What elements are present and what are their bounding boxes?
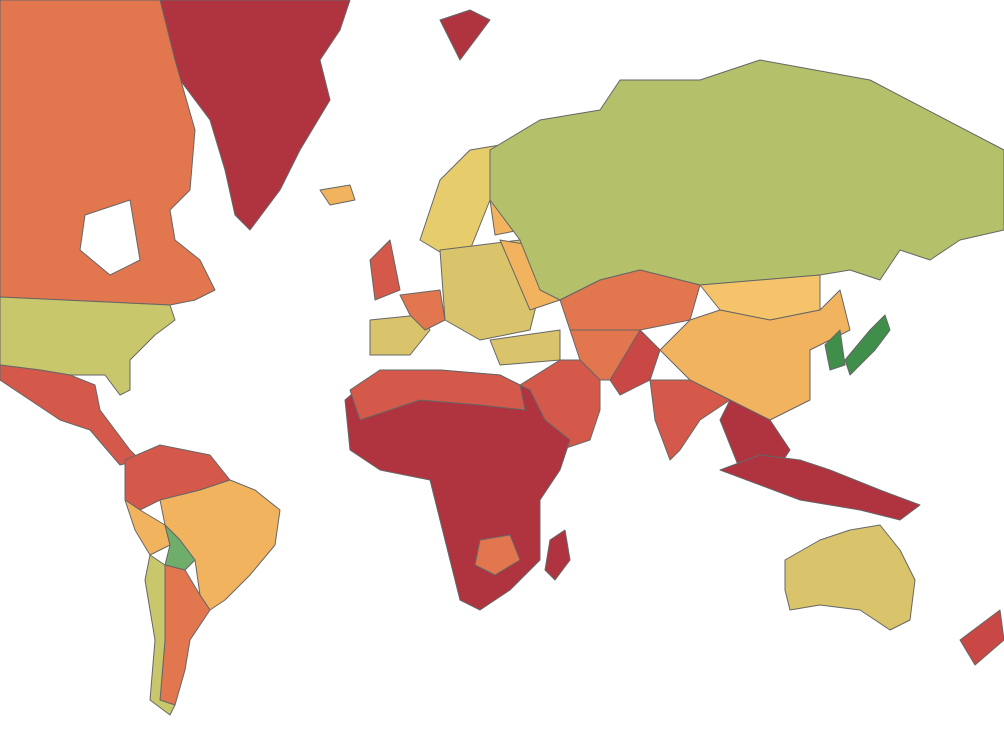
region: [784, 524, 916, 631]
region: [824, 329, 846, 371]
region: [649, 379, 731, 461]
region: [474, 534, 521, 576]
region: [844, 314, 891, 376]
region: [154, 0, 351, 231]
region: [144, 554, 176, 716]
region: [439, 9, 491, 61]
region: [369, 239, 401, 301]
region: [544, 529, 571, 581]
region: [319, 184, 356, 206]
region: [79, 199, 141, 276]
region: [399, 289, 446, 331]
region: [959, 609, 1004, 666]
region: [719, 454, 921, 521]
region: [349, 369, 526, 421]
region: [609, 329, 661, 396]
region: [489, 59, 1004, 301]
